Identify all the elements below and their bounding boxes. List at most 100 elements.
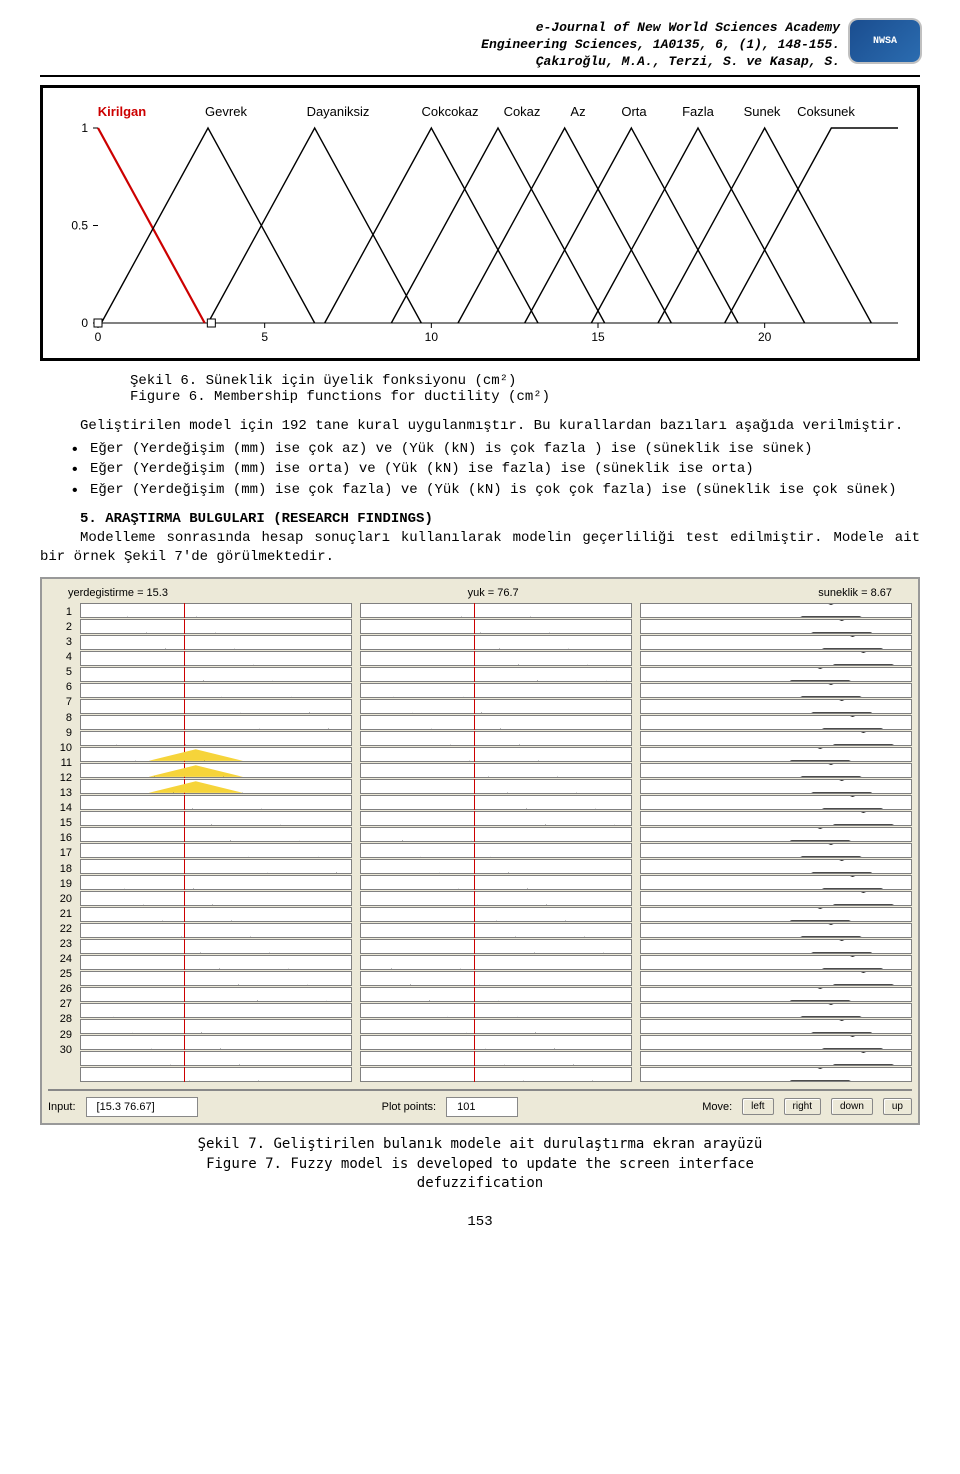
svg-text:0: 0 bbox=[81, 316, 88, 330]
rv-cell bbox=[640, 939, 912, 954]
rv-cell bbox=[640, 795, 912, 810]
svg-text:Cokcokaz: Cokcokaz bbox=[421, 104, 478, 119]
rv-cell bbox=[640, 683, 912, 698]
rv-cell bbox=[640, 859, 912, 874]
rv-var2-label: yuk = 76.7 bbox=[468, 587, 519, 599]
rv-cell bbox=[360, 731, 632, 746]
input-label: Input: bbox=[48, 1101, 76, 1113]
nwsa-logo: NWSA bbox=[850, 20, 920, 62]
rv-cell bbox=[80, 827, 352, 842]
membership-function-chart: KirilganGevrekDayaniksizCokcokazCokazAzO… bbox=[40, 85, 920, 361]
rv-cell bbox=[360, 859, 632, 874]
rv-cell bbox=[80, 651, 352, 666]
rv-cell bbox=[80, 971, 352, 986]
plot-points-label: Plot points: bbox=[382, 1101, 436, 1113]
input-field[interactable]: [15.3 76.67] bbox=[86, 1097, 198, 1117]
svg-text:Gevrek: Gevrek bbox=[205, 104, 247, 119]
rv-cell bbox=[360, 763, 632, 778]
rv-cell bbox=[640, 827, 912, 842]
rv-cell bbox=[80, 1067, 352, 1082]
rv-cell bbox=[360, 1067, 632, 1082]
rv-grid: 1234567891011121314151617181920212223242… bbox=[48, 603, 912, 1083]
rv-row-numbers: 1234567891011121314151617181920212223242… bbox=[48, 603, 72, 1083]
rv-cell bbox=[80, 603, 352, 618]
paragraph-1: Geliştirilen model için 192 tane kural u… bbox=[40, 417, 920, 436]
rv-cell bbox=[80, 1035, 352, 1050]
down-button[interactable]: down bbox=[831, 1098, 873, 1115]
rule-viewer-panel: yerdegistirme = 15.3 yuk = 76.7 suneklik… bbox=[40, 577, 920, 1125]
rv-cell bbox=[640, 955, 912, 970]
rv-cell bbox=[640, 779, 912, 794]
rv-cell bbox=[640, 731, 912, 746]
rv-cell bbox=[640, 1035, 912, 1050]
rule-item: Eğer (Yerdeğişim (mm) ise orta) ve (Yük … bbox=[70, 460, 920, 479]
rv-cell bbox=[80, 907, 352, 922]
right-button[interactable]: right bbox=[784, 1098, 821, 1115]
rv-cell bbox=[360, 907, 632, 922]
rv-cell bbox=[360, 955, 632, 970]
svg-text:5: 5 bbox=[261, 330, 268, 344]
rv-input-column bbox=[360, 603, 632, 1083]
svg-text:20: 20 bbox=[758, 330, 772, 344]
svg-text:1: 1 bbox=[81, 121, 88, 135]
up-button[interactable]: up bbox=[883, 1098, 912, 1115]
plot-points-field[interactable]: 101 bbox=[446, 1097, 518, 1117]
svg-text:10: 10 bbox=[425, 330, 439, 344]
paragraph-2: Modelleme sonrasında hesap sonuçları kul… bbox=[40, 529, 920, 567]
header-line-3: Çakıroğlu, M.A., Terzi, S. ve Kasap, S. bbox=[40, 54, 840, 71]
rv-cell bbox=[80, 891, 352, 906]
move-label: Move: bbox=[702, 1101, 732, 1113]
rv-cell bbox=[640, 971, 912, 986]
rv-cell bbox=[640, 987, 912, 1002]
rv-cell bbox=[80, 795, 352, 810]
rv-cell bbox=[640, 843, 912, 858]
rv-cell bbox=[360, 699, 632, 714]
rv-cell bbox=[360, 811, 632, 826]
rv-cell bbox=[360, 1003, 632, 1018]
rv-cell bbox=[360, 843, 632, 858]
rv-cell bbox=[80, 731, 352, 746]
rv-cell bbox=[360, 891, 632, 906]
rv-cell bbox=[640, 1003, 912, 1018]
rv-cell bbox=[360, 619, 632, 634]
rv-cell bbox=[360, 1035, 632, 1050]
rv-cell bbox=[80, 939, 352, 954]
rv-cell bbox=[80, 667, 352, 682]
rv-input-column bbox=[80, 603, 352, 1083]
header-line-1: e-Journal of New World Sciences Academy bbox=[40, 20, 840, 37]
svg-text:Cokaz: Cokaz bbox=[504, 104, 541, 119]
svg-text:Dayaniksiz: Dayaniksiz bbox=[307, 104, 370, 119]
rv-cell bbox=[360, 923, 632, 938]
rv-cell bbox=[640, 619, 912, 634]
rv-cell bbox=[80, 955, 352, 970]
rv-cell bbox=[360, 939, 632, 954]
figure7-caption: Şekil 7. Geliştirilen bulanık modele ait… bbox=[40, 1135, 920, 1194]
figure6-caption: Şekil 6. Süneklik için üyelik fonksiyonu… bbox=[40, 373, 920, 405]
rv-cell bbox=[640, 907, 912, 922]
rv-cell bbox=[80, 1003, 352, 1018]
rv-cell bbox=[360, 779, 632, 794]
rule-item: Eğer (Yerdeğişim (mm) ise çok az) ve (Yü… bbox=[70, 440, 920, 459]
rv-cell bbox=[80, 699, 352, 714]
rv-cell bbox=[360, 987, 632, 1002]
rv-var1-label: yerdegistirme = 15.3 bbox=[68, 587, 168, 599]
rv-cell bbox=[640, 715, 912, 730]
rv-cell bbox=[640, 699, 912, 714]
left-button[interactable]: left bbox=[742, 1098, 773, 1115]
rv-cell bbox=[640, 763, 912, 778]
rv-out-label: suneklik = 8.67 bbox=[818, 587, 892, 599]
rv-cell bbox=[80, 763, 352, 778]
rv-cell bbox=[640, 1067, 912, 1082]
header-line-2: Engineering Sciences, 1A0135, 6, (1), 14… bbox=[40, 37, 840, 54]
rv-cell bbox=[360, 683, 632, 698]
rv-cell bbox=[360, 747, 632, 762]
svg-text:15: 15 bbox=[591, 330, 605, 344]
svg-text:Orta: Orta bbox=[621, 104, 647, 119]
rv-cell bbox=[80, 843, 352, 858]
rv-cell bbox=[640, 811, 912, 826]
rv-cell bbox=[640, 875, 912, 890]
svg-text:Fazla: Fazla bbox=[682, 104, 715, 119]
rv-cell bbox=[640, 891, 912, 906]
svg-text:Coksunek: Coksunek bbox=[797, 104, 855, 119]
rv-cell bbox=[80, 779, 352, 794]
